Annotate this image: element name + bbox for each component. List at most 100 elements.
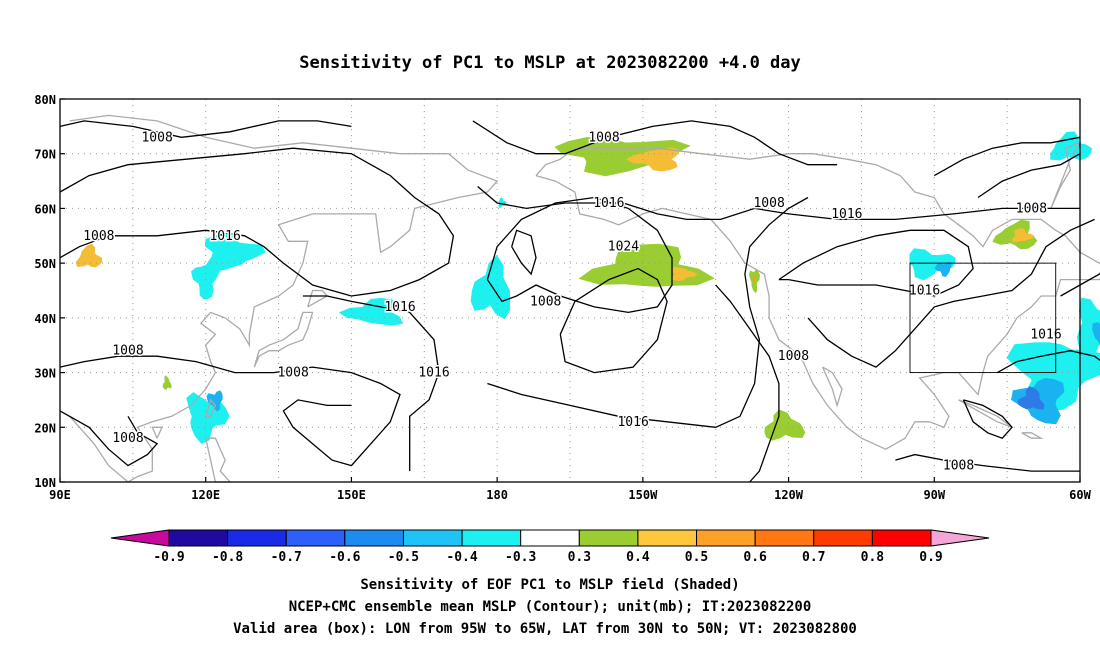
shaded-region — [204, 233, 266, 272]
lat-tick-label: 10N — [34, 476, 56, 490]
isobar-label: 1016 — [593, 196, 624, 211]
colorbar-label: -0.5 — [388, 550, 419, 565]
isobar — [807, 218, 1095, 368]
lat-tick-label: 70N — [34, 148, 56, 162]
isobar — [778, 229, 974, 297]
isobar — [486, 196, 673, 314]
colorbar-label: -0.6 — [329, 550, 360, 565]
lat-tick-label: 80N — [34, 93, 56, 107]
shaded-region — [670, 266, 698, 281]
shaded-region — [191, 265, 220, 300]
shaded-region — [498, 197, 507, 208]
isobar — [977, 153, 1081, 199]
isobar-label: 1016 — [209, 229, 240, 244]
colorbar-box — [402, 529, 463, 547]
isobar — [933, 136, 1081, 177]
coastline — [69, 114, 499, 483]
isobar-label: 1008 — [530, 294, 561, 309]
map-panel: 1008 1008 1016 1016 1008 1008 1016 1008 1008 1016… — [34, 93, 1100, 502]
isobar — [302, 295, 440, 472]
colorbar-box — [696, 529, 756, 547]
isobar-label: 1016 — [1030, 327, 1061, 342]
lon-tick-label: 90W — [923, 488, 945, 502]
shaded-region — [1011, 228, 1035, 243]
isobar-labels: 1008 1008 1016 1016 1008 1008 1016 1008 1008 1016… — [82, 129, 1063, 475]
colorbar-box — [227, 529, 287, 547]
shaded-region — [1076, 297, 1100, 360]
colorbar-label: 0.4 — [626, 550, 650, 565]
shaded-region — [764, 409, 806, 441]
isobar-label: 1016 — [418, 366, 449, 381]
chart-title: Sensitivity of PC1 to MSLP at 2023082200… — [299, 53, 801, 73]
isobar — [511, 229, 537, 276]
coastline — [307, 289, 329, 308]
shaded-region — [470, 255, 511, 320]
lat-tick-label: 50N — [34, 257, 56, 271]
lon-tick-label: 150E — [337, 488, 366, 502]
sensitivity-shading — [75, 131, 1100, 444]
colorbar-label: -0.4 — [446, 550, 477, 565]
colorbar-box — [168, 529, 229, 547]
colorbar-box — [520, 529, 580, 547]
colorbar-box — [285, 529, 346, 547]
colorbar-extend-high — [930, 529, 990, 547]
isobar-label: 1008 — [588, 130, 619, 145]
colorbar-label: 0.3 — [568, 550, 591, 565]
colorbar-label: -0.3 — [505, 550, 536, 565]
lat-tick-label: 30N — [34, 367, 56, 381]
valid-area-box — [909, 262, 1057, 374]
coastline — [151, 426, 164, 439]
isobar-label: 1016 — [909, 284, 940, 299]
isobar — [962, 399, 1013, 439]
lon-tick-label: 120E — [191, 488, 220, 502]
shaded-region — [554, 137, 691, 177]
isobar — [559, 267, 668, 374]
colorbar-label: -0.9 — [153, 550, 184, 565]
lat-tick-label: 20N — [34, 421, 56, 435]
shaded-region — [909, 248, 956, 281]
coastline — [253, 311, 314, 368]
colorbar-label: 0.6 — [743, 550, 767, 565]
isobar-label: 1008 — [753, 196, 784, 211]
isobar — [1060, 272, 1100, 297]
coastline — [1021, 432, 1044, 439]
colorbar-box — [813, 529, 873, 547]
lat-tick-label: 60N — [34, 202, 56, 216]
colorbar-box — [871, 529, 932, 547]
isobar-label: 1008 — [778, 349, 809, 364]
caption-line-3: Valid area (box): LON from 95W to 65W, L… — [233, 621, 857, 637]
shaded-region — [338, 298, 404, 326]
colorbar: -0.9 -0.8 -0.7 -0.6 -0.5 -0.4 -0.3 0.3 0.4 0.5 0.6… — [110, 529, 990, 565]
shaded-region — [1017, 386, 1045, 410]
gridlines — [60, 99, 1080, 482]
isobar-label: 1008 — [112, 431, 143, 446]
colorbar-label: 0.8 — [861, 550, 885, 565]
isobar-label: 1008 — [1016, 201, 1047, 216]
colorbar-label: 0.5 — [685, 550, 708, 565]
colorbar-label: -0.8 — [212, 550, 243, 565]
lon-tick-label: 60W — [1069, 488, 1091, 502]
caption-line-1: Sensitivity of EOF PC1 to MSLP field (Sh… — [360, 577, 739, 593]
lon-tick-label: 180 — [486, 488, 508, 502]
lat-tick-label: 40N — [34, 312, 56, 326]
shaded-region — [992, 219, 1038, 250]
shaded-region — [206, 390, 223, 412]
isobar — [59, 147, 455, 297]
shaded-region — [934, 261, 952, 277]
colorbar-label: 0.7 — [802, 550, 825, 565]
caption-line-2: NCEP+CMC ensemble mean MSLP (Contour); u… — [289, 599, 812, 615]
lon-tick-label: 120W — [774, 488, 804, 502]
coastline — [822, 366, 843, 408]
isobar-label: 1024 — [608, 240, 639, 255]
colorbar-box — [344, 529, 404, 547]
isobar-label: 1008 — [141, 130, 172, 145]
colorbar-extend-low — [110, 529, 170, 547]
colorbar-box — [461, 529, 522, 547]
isobar — [472, 120, 838, 166]
coastline — [205, 437, 232, 483]
shaded-region — [162, 375, 172, 390]
lon-tick-label: 150W — [628, 488, 658, 502]
coastline — [205, 398, 217, 417]
